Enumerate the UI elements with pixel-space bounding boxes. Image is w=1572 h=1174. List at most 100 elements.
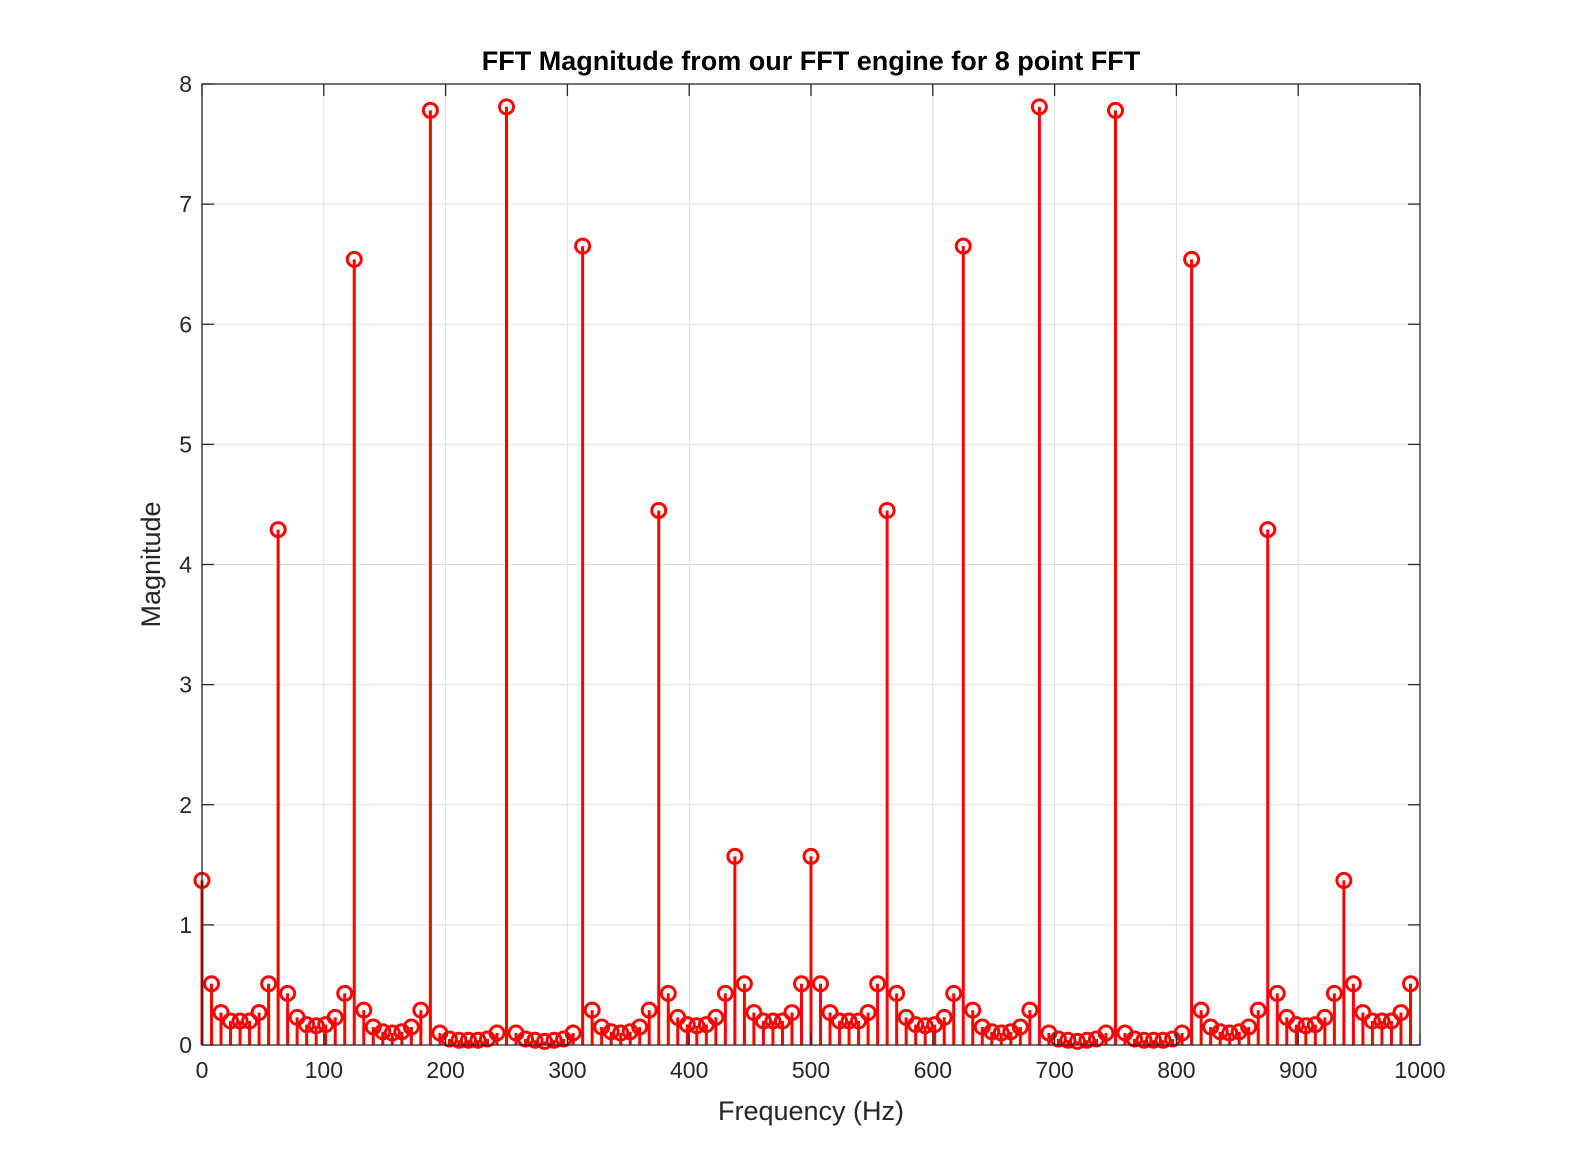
stem-marker xyxy=(1316,1008,1334,1026)
y-tick-label: 1 xyxy=(179,912,192,938)
stem-marker xyxy=(231,1012,249,1030)
stem-marker xyxy=(450,1031,468,1049)
stem-marker xyxy=(1145,1031,1163,1049)
stem-marker xyxy=(1297,1017,1315,1035)
x-tick-label: 100 xyxy=(305,1057,343,1083)
stem-marker xyxy=(1202,1018,1220,1036)
stem-marker xyxy=(935,1008,953,1026)
stem-marker xyxy=(859,1004,877,1022)
stem-marker xyxy=(1126,1030,1144,1048)
stem-marker xyxy=(745,1004,763,1022)
stem-marker xyxy=(973,1018,991,1036)
stem-marker xyxy=(907,1016,925,1034)
stem-marker xyxy=(1107,101,1124,119)
stem-marker xyxy=(945,984,963,1002)
stem-marker xyxy=(583,1001,601,1019)
stem-marker xyxy=(964,1001,982,1019)
stem-marker xyxy=(1173,1024,1191,1042)
stem-marker xyxy=(773,1012,791,1030)
stem-marker xyxy=(812,975,830,993)
stem-marker xyxy=(1249,1001,1267,1019)
stem-marker xyxy=(1325,984,1343,1002)
stem-marker xyxy=(279,984,297,1002)
stem-marker xyxy=(1287,1016,1305,1034)
stem-marker xyxy=(631,1018,649,1036)
stem-marker xyxy=(850,1012,868,1030)
stem-marker xyxy=(355,1001,373,1019)
stem-marker xyxy=(802,847,820,865)
stem-marker xyxy=(1192,1001,1210,1019)
stem-marker xyxy=(821,1004,839,1022)
x-tick-label: 600 xyxy=(914,1057,952,1083)
stem-marker xyxy=(621,1023,639,1041)
stem-marker xyxy=(754,1012,772,1030)
stem-marker xyxy=(1354,1004,1372,1022)
stem-marker xyxy=(716,984,734,1002)
x-tick-label: 700 xyxy=(1035,1057,1073,1083)
x-tick-label: 400 xyxy=(670,1057,708,1083)
stem-series xyxy=(193,98,1419,1050)
stem-marker xyxy=(1011,1018,1029,1036)
stem-marker xyxy=(459,1031,477,1049)
y-tick-label: 8 xyxy=(179,71,192,97)
stem-marker xyxy=(650,501,668,519)
stem-marker xyxy=(326,1008,344,1026)
stem-marker xyxy=(792,975,810,993)
x-tick-label: 800 xyxy=(1157,1057,1195,1083)
stem-marker xyxy=(336,984,354,1002)
stem-marker xyxy=(412,1001,430,1019)
stem-marker xyxy=(612,1024,630,1042)
stem-marker xyxy=(402,1018,420,1036)
stem-marker xyxy=(869,975,887,993)
axis-ticks: 0 100 200 300 400 500 600 700 800 900 1000 0 1 2 3 4 5 6 7… xyxy=(179,71,1445,1083)
y-axis-label: Magnitude xyxy=(136,501,166,627)
stem-marker xyxy=(1268,984,1286,1002)
stem-marker xyxy=(840,1012,858,1030)
stem-marker xyxy=(488,1024,506,1042)
stem-marker xyxy=(498,98,515,116)
stem-marker xyxy=(726,847,744,865)
stem-marker xyxy=(564,1024,582,1042)
stem-marker xyxy=(888,984,906,1002)
y-tick-label: 4 xyxy=(179,552,192,578)
stem-marker xyxy=(1135,1031,1153,1049)
stem-marker xyxy=(640,1001,658,1019)
stem-marker xyxy=(526,1031,544,1049)
stem-marker xyxy=(992,1024,1010,1042)
stem-marker xyxy=(1059,1031,1077,1049)
stem-marker xyxy=(593,1018,611,1036)
stem-marker xyxy=(878,501,896,519)
stem-marker xyxy=(393,1023,411,1041)
x-axis-label: Frequency (Hz) xyxy=(718,1096,904,1126)
stem-marker xyxy=(1154,1031,1172,1049)
stem-marker xyxy=(1221,1024,1239,1042)
stem-marker xyxy=(1068,1032,1086,1050)
y-tick-label: 5 xyxy=(179,431,192,457)
stem-marker xyxy=(1097,1024,1115,1042)
stem-marker xyxy=(469,1031,487,1049)
stem-marker xyxy=(1002,1023,1020,1041)
stem-marker xyxy=(212,1004,230,1022)
stem-marker xyxy=(440,1030,458,1048)
stem-marker xyxy=(298,1016,316,1034)
stem-marker xyxy=(831,1012,849,1030)
stem-marker xyxy=(602,1023,620,1041)
stem-marker xyxy=(1240,1018,1258,1036)
stem-marker xyxy=(222,1012,240,1030)
stem-marker xyxy=(1030,98,1048,116)
stem-marker xyxy=(1401,975,1419,993)
stem-marker xyxy=(421,101,439,119)
y-tick-label: 7 xyxy=(179,191,192,217)
stem-marker xyxy=(1183,250,1201,268)
stem-marker xyxy=(1373,1012,1391,1030)
stem-marker xyxy=(250,1004,268,1022)
stem-marker xyxy=(1382,1012,1400,1030)
x-tick-label: 300 xyxy=(548,1057,586,1083)
stem-marker xyxy=(764,1012,782,1030)
stem-marker xyxy=(1392,1004,1410,1022)
stem-marker xyxy=(688,1017,706,1035)
stem-marker xyxy=(545,1031,563,1049)
x-tick-label: 500 xyxy=(792,1057,830,1083)
y-tick-label: 2 xyxy=(179,792,192,818)
